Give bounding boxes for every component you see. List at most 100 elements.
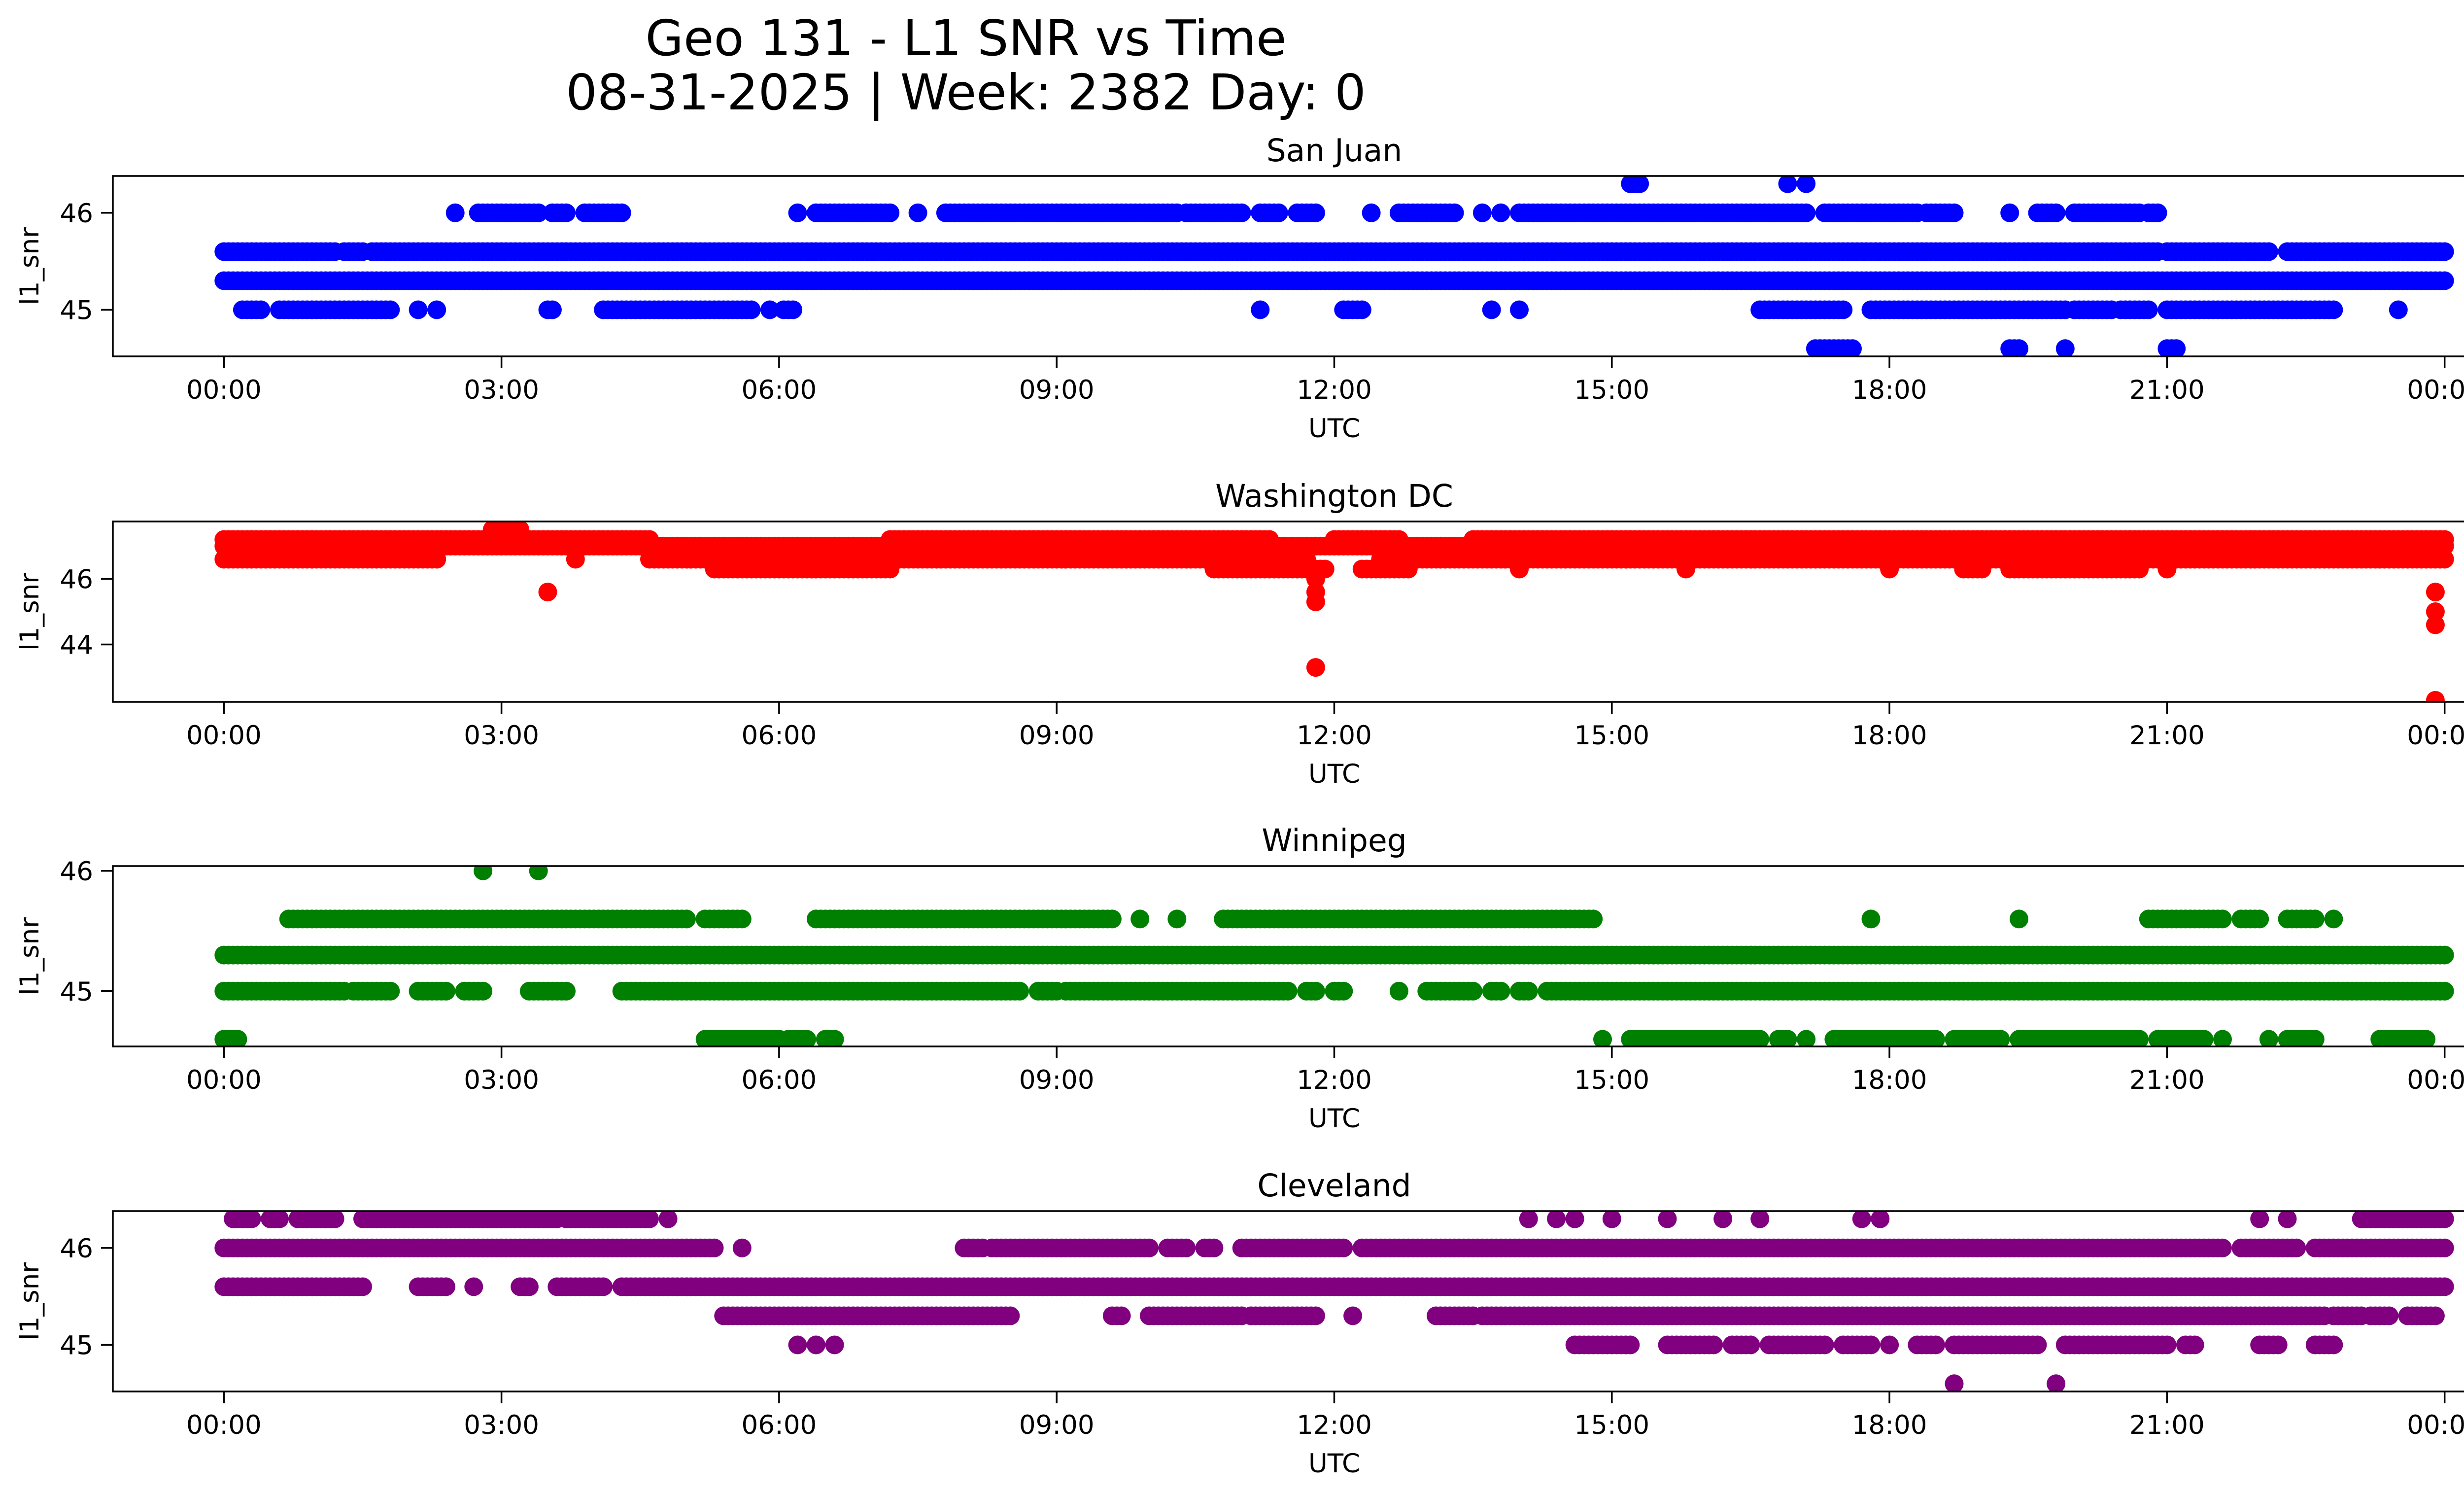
data-point (1269, 203, 1288, 222)
data-point (474, 866, 493, 880)
data-point (2148, 203, 2167, 222)
data-point (2047, 203, 2066, 222)
data-point (1991, 1030, 2010, 1046)
y-tick-label: 45 (60, 977, 93, 1007)
data-point (2010, 909, 2028, 929)
data-point (2259, 1030, 2278, 1046)
x-tick-label: 21:00 (2129, 721, 2205, 751)
data-point (1510, 559, 1529, 579)
data-point (464, 1277, 483, 1296)
x-tick-label: 00:00 (2407, 375, 2464, 405)
data-point (1797, 176, 1816, 193)
data-point (2010, 339, 2028, 356)
y-tick-label: 44 (60, 630, 93, 661)
data-point (742, 300, 761, 319)
x-tick-label: 15:00 (1574, 375, 1649, 405)
data-point (1797, 1030, 1816, 1046)
x-tick-label: 03:00 (464, 375, 539, 405)
data-point (2305, 1030, 2325, 1046)
data-point (381, 300, 400, 319)
data-point (1306, 981, 1325, 1001)
scatter-series (214, 176, 2454, 356)
panel-title: Cleveland (1257, 1168, 1411, 1204)
data-point (1306, 592, 1325, 611)
data-point (1778, 176, 1797, 193)
data-point (1334, 981, 1353, 1001)
data-point (1677, 559, 1695, 579)
x-tick-label: 15:00 (1574, 721, 1649, 751)
data-point (2426, 583, 2445, 602)
data-point (566, 550, 585, 569)
data-point (1334, 1238, 1353, 1257)
scatter-series (214, 522, 2454, 702)
x-tick-label: 18:00 (1852, 721, 1927, 751)
data-point (2426, 602, 2445, 621)
data-point (557, 981, 576, 1001)
data-point (2435, 1238, 2454, 1257)
panel-title: San Juan (1266, 133, 1403, 169)
data-point (1010, 981, 1029, 1001)
data-point (519, 1277, 539, 1296)
data-point (2324, 300, 2343, 319)
data-point (1306, 203, 1325, 222)
data-point (1204, 1238, 1224, 1257)
x-tick-label: 00:00 (186, 1065, 262, 1095)
data-point (2435, 945, 2454, 965)
x-tick-label: 21:00 (2129, 1065, 2205, 1095)
data-point (2250, 909, 2269, 929)
data-point (881, 203, 900, 222)
data-point (529, 203, 548, 222)
x-tick-label: 00:00 (186, 375, 262, 405)
data-point (1778, 1030, 1797, 1046)
data-point (474, 981, 493, 1001)
data-point (2435, 271, 2454, 290)
data-point (511, 522, 530, 539)
data-point (445, 203, 465, 222)
data-point (1472, 203, 1492, 222)
y-tick-label: 46 (60, 564, 93, 594)
x-tick-label: 00:00 (186, 721, 262, 751)
data-point (2417, 1030, 2436, 1046)
x-axis-label: UTC (1308, 414, 1360, 444)
y-tick-label: 45 (60, 296, 93, 326)
x-tick-label: 06:00 (742, 721, 817, 751)
data-point (2194, 1030, 2214, 1046)
x-tick-label: 03:00 (464, 1065, 539, 1095)
data-point (543, 300, 562, 319)
data-point (2130, 559, 2149, 579)
data-point (1232, 203, 1251, 222)
x-tick-label: 12:00 (1297, 721, 1372, 751)
data-point (2055, 339, 2075, 356)
data-point (1750, 1030, 1770, 1046)
data-point (1519, 981, 1538, 1001)
x-tick-label: 06:00 (742, 1065, 817, 1095)
data-point (437, 1277, 455, 1296)
y-axis-label: l1_snr (15, 917, 45, 995)
data-point (677, 909, 696, 929)
x-tick-label: 00:00 (2407, 1065, 2464, 1095)
data-point (732, 1238, 752, 1257)
data-point (437, 981, 455, 1001)
x-tick-label: 09:00 (1019, 1065, 1095, 1095)
data-point (251, 300, 271, 319)
x-tick-label: 18:00 (1852, 375, 1927, 405)
data-point (1167, 909, 1187, 929)
data-point (2157, 559, 2177, 579)
data-point (1593, 1030, 1612, 1046)
data-point (1972, 559, 1991, 579)
data-point (1926, 1030, 1945, 1046)
data-point (2130, 1030, 2149, 1046)
chart-title: Geo 131 - L1 SNR vs Time (646, 9, 1287, 67)
y-tick-label: 46 (60, 857, 93, 887)
data-point (1389, 981, 1408, 1001)
panel-title: Washington DC (1215, 478, 1453, 514)
y-axis-label: l1_snr (15, 227, 45, 305)
data-point (2139, 300, 2158, 319)
data-point (612, 203, 631, 222)
data-point (1491, 203, 1510, 222)
data-point (1510, 300, 1529, 319)
data-point (538, 583, 557, 602)
